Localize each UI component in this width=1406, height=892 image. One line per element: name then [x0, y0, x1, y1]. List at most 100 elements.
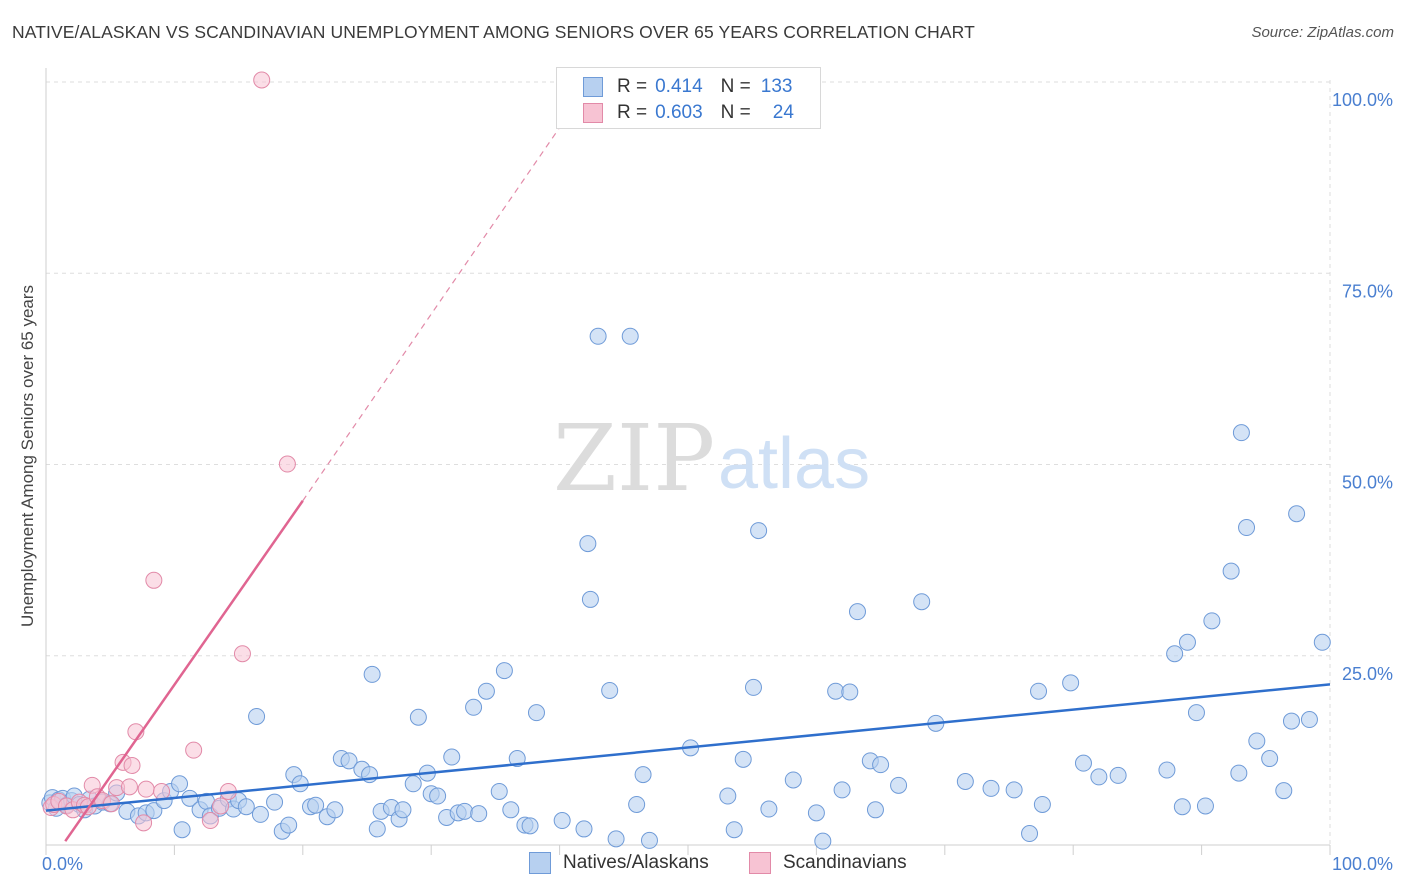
scandinavians-point	[145, 571, 163, 589]
legend-row-natives: R = 0.414 N = 133	[583, 75, 792, 99]
natives-point	[589, 327, 607, 345]
natives-point	[171, 775, 189, 793]
scandinavians-point	[278, 455, 296, 473]
legend-n-value: 133	[760, 76, 793, 97]
legend-r-value: 0.414	[655, 76, 703, 97]
x-tick-label: 0.0%	[42, 854, 83, 874]
scandinavians-trend-line	[64, 500, 304, 842]
legend-swatch-pink	[583, 103, 603, 123]
natives-point	[575, 820, 593, 838]
natives-point	[1275, 782, 1293, 800]
natives-point	[363, 665, 381, 683]
natives-point	[601, 681, 619, 699]
scandinavians-point	[120, 778, 138, 796]
legend-r-label: R =	[617, 102, 648, 123]
natives-point	[1062, 674, 1080, 692]
legend-swatch-blue	[529, 852, 551, 874]
natives-point	[807, 804, 825, 822]
scandinavians-point	[201, 812, 219, 830]
natives-point	[1248, 732, 1266, 750]
natives-point	[719, 787, 737, 805]
legend-item-scandinavians[interactable]: Scandinavians	[749, 852, 907, 874]
natives-point	[340, 752, 358, 770]
natives-point	[872, 756, 890, 774]
chart-title: NATIVE/ALASKAN VS SCANDINAVIAN UNEMPLOYM…	[12, 22, 975, 42]
natives-point	[1196, 797, 1214, 815]
natives-trend-line	[45, 683, 1331, 812]
correlation-legend: R = 0.414 N = 133 R = 0.603 N = 24	[556, 67, 821, 129]
y-axis-label: Unemployment Among Seniors over 65 years	[18, 285, 37, 627]
scandinavians-trend-extension	[302, 117, 567, 502]
natives-point	[621, 327, 639, 345]
legend-swatch-pink	[749, 852, 771, 874]
natives-point	[848, 603, 866, 621]
natives-point	[734, 750, 752, 768]
natives-point	[1166, 645, 1184, 663]
natives-point	[1178, 633, 1196, 651]
natives-point	[1288, 505, 1306, 523]
natives-point	[1261, 750, 1279, 768]
natives-point	[833, 781, 851, 799]
legend-n-label: N =	[720, 76, 751, 97]
natives-point	[429, 787, 447, 805]
legend-swatch-blue	[583, 77, 603, 97]
natives-point	[1005, 781, 1023, 799]
natives-point	[465, 698, 483, 716]
legend-item-natives[interactable]: Natives/Alaskans	[529, 852, 709, 874]
scandinavians-point	[137, 780, 155, 798]
natives-point	[581, 590, 599, 608]
natives-point	[1158, 761, 1176, 779]
natives-point	[145, 802, 163, 820]
natives-point	[1187, 704, 1205, 722]
natives-point	[1238, 519, 1256, 537]
natives-point	[982, 779, 1000, 797]
natives-point	[628, 795, 646, 813]
natives-point	[490, 782, 508, 800]
natives-point	[1074, 754, 1092, 772]
natives-point	[725, 821, 743, 839]
natives-point	[251, 805, 269, 823]
natives-point	[368, 820, 386, 838]
natives-point	[266, 793, 284, 811]
scandinavians-point	[233, 645, 251, 663]
natives-point	[841, 683, 859, 701]
x-tick-label: 100.0%	[1332, 854, 1393, 874]
natives-point	[502, 801, 520, 819]
data-points	[41, 71, 1331, 850]
scandinavians-point	[185, 741, 203, 759]
natives-point	[1173, 798, 1191, 816]
natives-point	[913, 593, 931, 611]
natives-point	[495, 662, 513, 680]
legend-row-scandinavians: R = 0.603 N = 24	[583, 101, 794, 125]
watermark: ZIP atlas	[553, 405, 870, 512]
natives-point	[1230, 764, 1248, 782]
natives-point	[173, 821, 191, 839]
axis-labels: Unemployment Among Seniors over 65 years…	[18, 90, 1393, 874]
watermark-atlas: atlas	[718, 424, 870, 504]
y-tick-label: 75.0%	[1342, 281, 1393, 301]
natives-point	[890, 776, 908, 794]
y-tick-label: 50.0%	[1342, 473, 1393, 493]
legend-n-label: N =	[720, 102, 751, 123]
natives-point	[456, 802, 474, 820]
natives-point	[866, 801, 884, 819]
scandinavians-point	[253, 71, 271, 89]
y-tick-label: 25.0%	[1342, 664, 1393, 684]
natives-point	[607, 830, 625, 848]
natives-point	[1300, 711, 1318, 729]
trend-lines	[45, 117, 1331, 842]
legend-n-value: 24	[772, 102, 794, 123]
natives-point	[307, 796, 325, 814]
natives-point	[640, 831, 658, 849]
natives-point	[394, 801, 412, 819]
natives-point	[409, 708, 427, 726]
natives-point	[744, 678, 762, 696]
natives-point	[579, 535, 597, 553]
scandinavians-point	[212, 797, 230, 815]
series-legend: Natives/Alaskans Scandinavians	[0, 852, 1406, 876]
scandinavians-point	[135, 814, 153, 832]
natives-point	[784, 771, 802, 789]
natives-point	[521, 817, 539, 835]
scandinavians-point	[123, 756, 141, 774]
natives-point	[750, 522, 768, 540]
